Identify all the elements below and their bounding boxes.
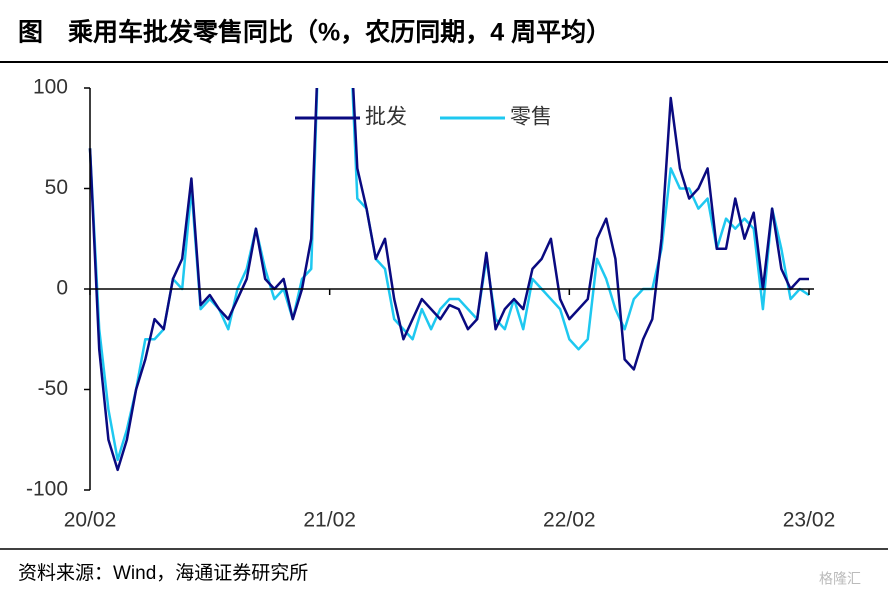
series-line (88, 88, 810, 462)
y-tick-label: 100 (33, 76, 68, 99)
y-tick-label: -100 (26, 478, 68, 501)
y-tick-label: 0 (56, 277, 68, 300)
x-tick-label: 22/02 (543, 509, 596, 532)
x-tick-label: 20/02 (64, 509, 117, 532)
y-tick-label: -50 (38, 377, 68, 400)
x-tick-label: 21/02 (303, 509, 356, 532)
legend-label: 零售 (510, 106, 552, 129)
plot-area (88, 88, 810, 472)
watermark: 格隆汇 (819, 571, 861, 587)
series-line (88, 88, 809, 472)
chart-title: 图 乘用车批发零售同比（%，农历同期，4 周平均） (18, 18, 611, 47)
y-tick-label: 50 (45, 176, 68, 199)
source: 资料来源：Wind，海通证券研究所 (18, 562, 308, 584)
legend-label: 批发 (365, 106, 407, 129)
x-tick-label: 23/02 (783, 509, 836, 532)
